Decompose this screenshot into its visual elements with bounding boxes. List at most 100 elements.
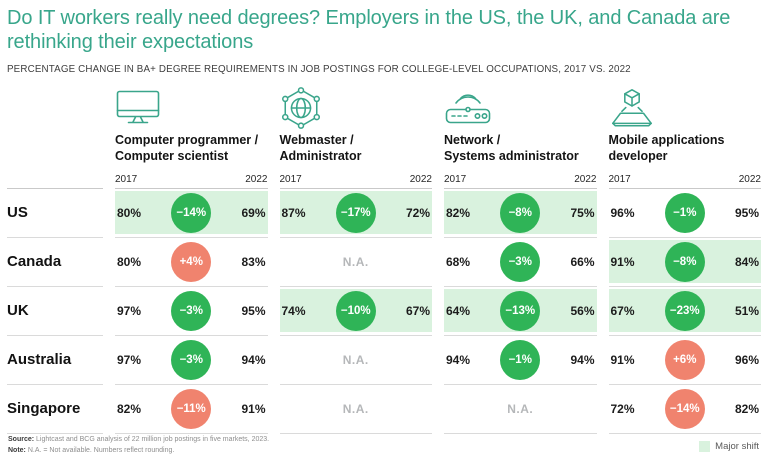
column-title: Network / Systems administrator bbox=[444, 132, 597, 165]
year-header: 2017 2022 bbox=[608, 173, 761, 189]
value-2017: 74% bbox=[281, 303, 306, 318]
data-cell: 80% +4% 83% bbox=[115, 238, 268, 287]
value-2022: 95% bbox=[734, 205, 759, 220]
year-2022-label: 2022 bbox=[409, 173, 432, 185]
value-2017: 67% bbox=[610, 303, 635, 318]
data-cell: 74% −10% 67% bbox=[279, 287, 432, 336]
value-2017: 87% bbox=[281, 205, 306, 220]
legend-label: Major shift bbox=[715, 441, 759, 452]
value-2022: 95% bbox=[241, 303, 266, 318]
data-cell: N.A. bbox=[279, 238, 432, 287]
major-shift-swatch bbox=[699, 441, 711, 452]
availability-note: Note: N.A. = Not available. Numbers refl… bbox=[8, 446, 269, 457]
year-2017-label: 2017 bbox=[115, 173, 138, 185]
year-2017-label: 2017 bbox=[444, 173, 467, 185]
not-available-value: N.A. bbox=[342, 254, 369, 269]
year-2022-label: 2022 bbox=[738, 173, 761, 185]
source-text: Lightcast and BCG analysis of 22 million… bbox=[36, 436, 270, 443]
legend-major-shift: Major shift bbox=[699, 441, 759, 452]
source-label: Source: bbox=[8, 436, 35, 443]
desktop-monitor-icon bbox=[115, 86, 268, 130]
value-2017: 80% bbox=[117, 254, 142, 269]
change-badge: −1% bbox=[664, 192, 705, 233]
page-title: Do IT workers really need degrees? Emplo… bbox=[7, 7, 731, 54]
data-cell: 80% −14% 69% bbox=[115, 189, 268, 238]
value-2017: 64% bbox=[446, 303, 471, 318]
value-2017: 80% bbox=[117, 205, 142, 220]
not-available-value: N.A. bbox=[342, 401, 369, 416]
value-2022: 67% bbox=[405, 303, 430, 318]
year-2022-label: 2022 bbox=[574, 173, 597, 185]
value-2022: 83% bbox=[241, 254, 266, 269]
value-2022: 84% bbox=[734, 254, 759, 269]
data-cell: N.A. bbox=[279, 385, 432, 434]
value-2017: 97% bbox=[117, 352, 142, 367]
column-title-line1: Network / bbox=[444, 132, 501, 147]
change-badge: −23% bbox=[664, 290, 705, 331]
table-corner bbox=[7, 86, 103, 189]
data-cell: 82% −11% 91% bbox=[115, 385, 268, 434]
data-cell: 96% −1% 95% bbox=[608, 189, 761, 238]
change-badge: −10% bbox=[335, 290, 376, 331]
data-table: Computer programmer / Computer scientist… bbox=[7, 86, 761, 434]
column-title: Webmaster / Administrator bbox=[280, 132, 433, 165]
change-badge: −1% bbox=[500, 339, 541, 380]
value-2017: 96% bbox=[610, 205, 635, 220]
value-2022: 66% bbox=[570, 254, 595, 269]
data-cell: 91% −8% 84% bbox=[608, 238, 761, 287]
column-header-network-admin: Network / Systems administrator 2017 202… bbox=[444, 86, 597, 189]
column-header-mobile-developer: Mobile applications developer 2017 2022 bbox=[608, 86, 761, 189]
data-cell: 64% −13% 56% bbox=[444, 287, 597, 336]
not-available-value: N.A. bbox=[342, 352, 369, 367]
wireless-router-icon bbox=[444, 86, 597, 130]
value-2022: 72% bbox=[405, 205, 430, 220]
change-badge: −14% bbox=[171, 192, 212, 233]
data-cell: 72% −14% 82% bbox=[608, 385, 761, 434]
value-2017: 94% bbox=[446, 352, 471, 367]
data-cell: N.A. bbox=[444, 385, 597, 434]
page-subtitle: PERCENTAGE CHANGE IN BA+ DEGREE REQUIREM… bbox=[7, 63, 631, 75]
year-2022-label: 2022 bbox=[245, 173, 268, 185]
change-badge: −8% bbox=[500, 192, 541, 233]
value-2017: 82% bbox=[446, 205, 471, 220]
change-badge: +4% bbox=[171, 241, 212, 282]
column-title-line2: Systems administrator bbox=[444, 149, 579, 164]
data-cell: 67% −23% 51% bbox=[608, 287, 761, 336]
value-2017: 91% bbox=[610, 254, 635, 269]
change-badge: −14% bbox=[664, 388, 705, 429]
value-2017: 82% bbox=[117, 401, 142, 416]
row-label-uk: UK bbox=[7, 287, 103, 336]
row-label-singapore: Singapore bbox=[7, 385, 103, 434]
value-2022: 75% bbox=[570, 205, 595, 220]
value-2022: 91% bbox=[241, 401, 266, 416]
change-badge: −17% bbox=[335, 192, 376, 233]
value-2022: 56% bbox=[570, 303, 595, 318]
note-text: N.A. = Not available. Numbers reflect ro… bbox=[27, 446, 175, 454]
column-title-line1: Computer programmer / bbox=[115, 132, 259, 147]
year-2017-label: 2017 bbox=[279, 173, 302, 185]
data-cell: 97% −3% 95% bbox=[115, 287, 268, 336]
data-cell: 97% −3% 94% bbox=[115, 336, 268, 385]
column-title-line1: Mobile applications bbox=[608, 132, 725, 147]
value-2017: 68% bbox=[446, 254, 471, 269]
column-title-line2: developer bbox=[608, 149, 668, 164]
data-cell: 94% −1% 94% bbox=[444, 336, 597, 385]
network-globe-icon bbox=[280, 86, 433, 130]
value-2017: 72% bbox=[610, 401, 635, 416]
year-header: 2017 2022 bbox=[115, 174, 268, 189]
change-badge: −13% bbox=[500, 290, 541, 331]
change-badge: −3% bbox=[500, 241, 541, 282]
note-label: Note: bbox=[8, 446, 26, 454]
year-header: 2017 2022 bbox=[444, 174, 597, 189]
column-header-webmaster: Webmaster / Administrator 2017 2022 bbox=[279, 86, 433, 189]
column-header-computer-programmer: Computer programmer / Computer scientist… bbox=[115, 86, 268, 189]
data-cell: 82% −8% 75% bbox=[444, 189, 597, 238]
column-title: Computer programmer / Computer scientist bbox=[115, 132, 268, 165]
row-label-us: US bbox=[7, 189, 103, 238]
data-cell: 68% −3% 66% bbox=[444, 238, 597, 287]
column-title-line1: Webmaster / bbox=[279, 132, 354, 147]
value-2017: 91% bbox=[610, 352, 635, 367]
value-2022: 69% bbox=[241, 205, 266, 220]
value-2022: 96% bbox=[734, 352, 759, 367]
